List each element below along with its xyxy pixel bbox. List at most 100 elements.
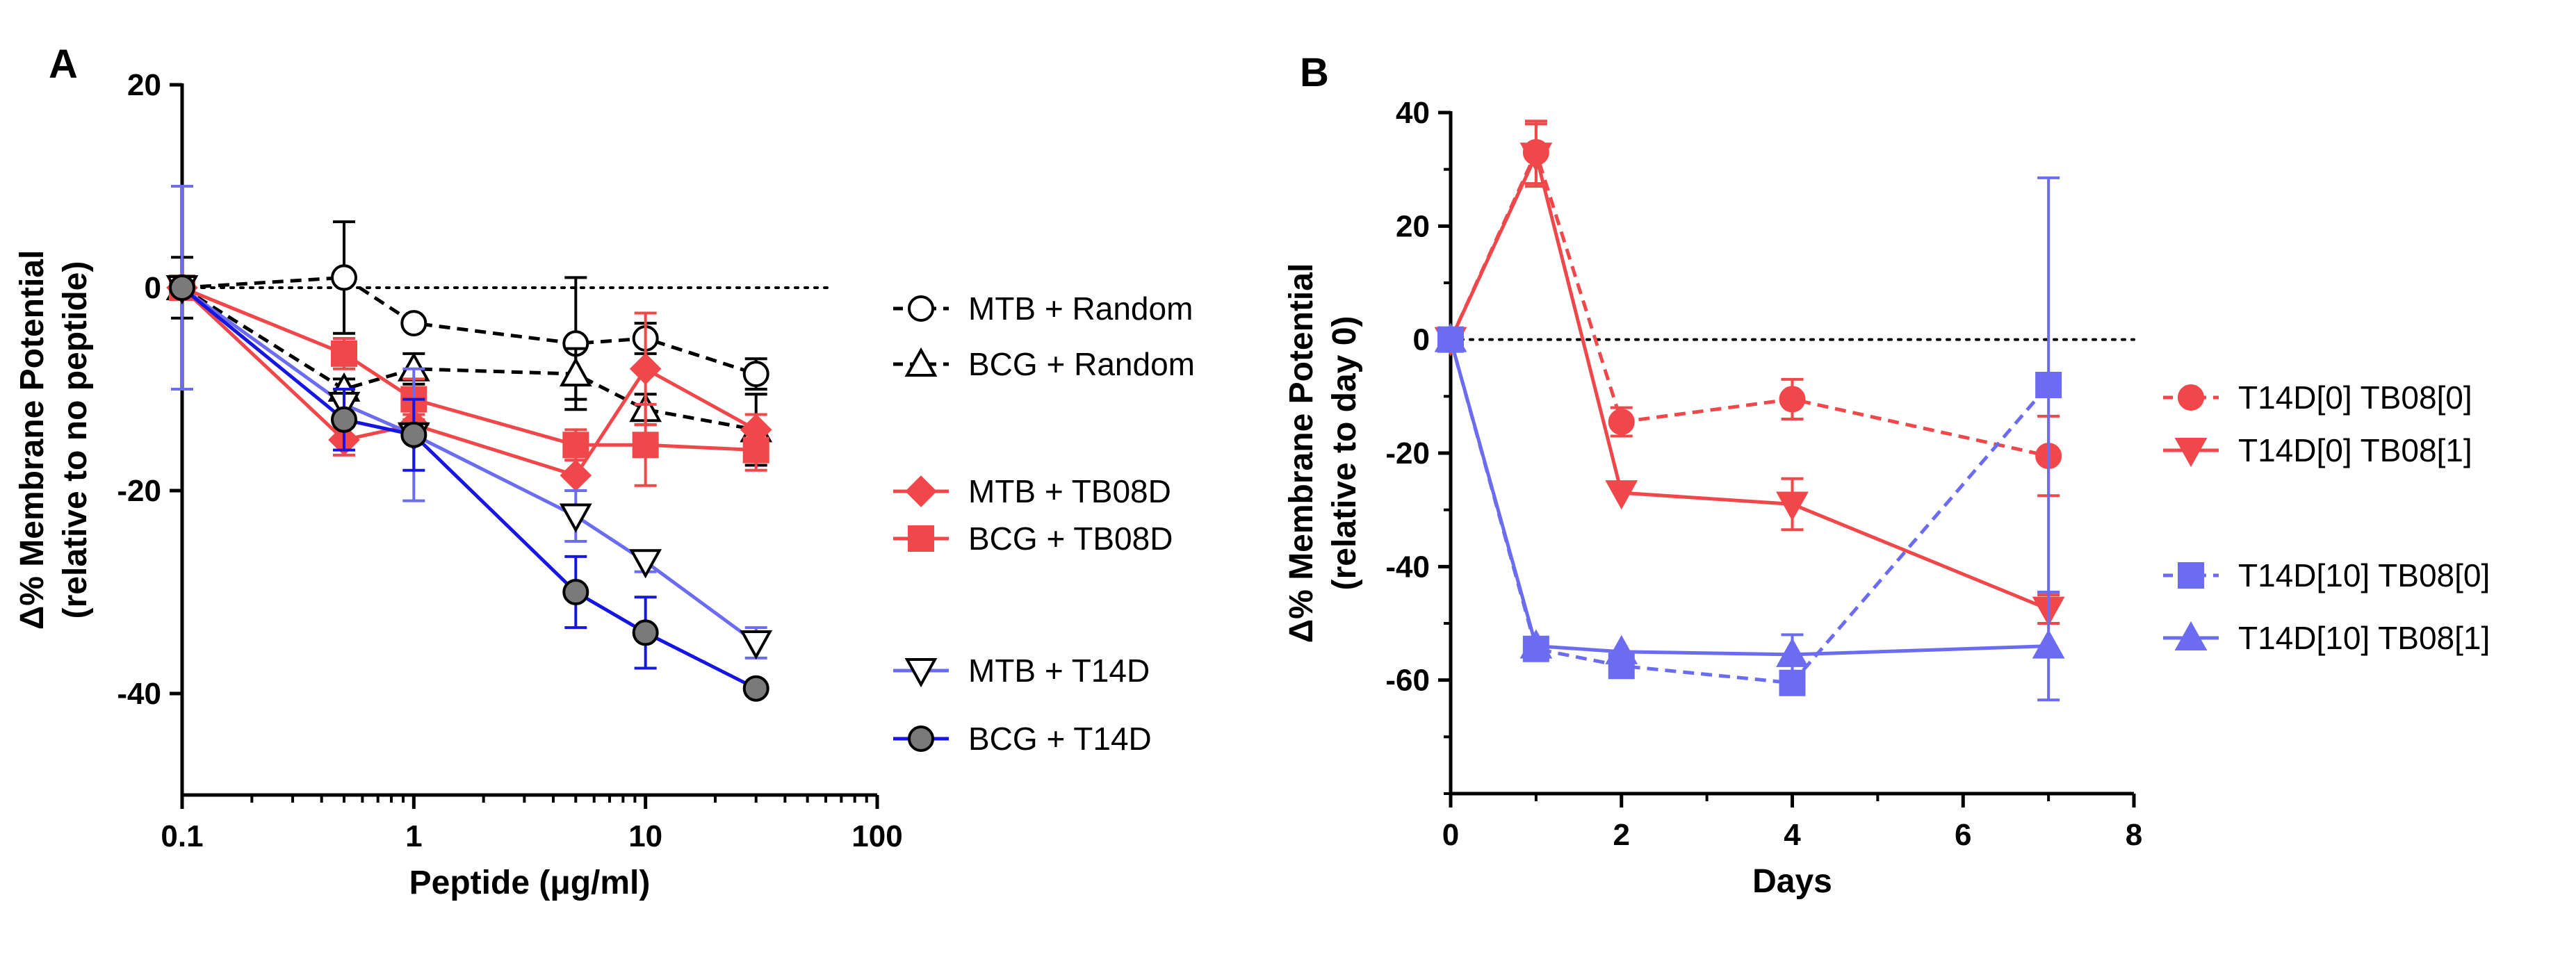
series-bcg-t14d bbox=[169, 274, 769, 702]
legend-marker bbox=[905, 475, 937, 507]
legend-label: BCG + T14D bbox=[968, 721, 1152, 757]
legend-label: T14D[0] TB08[0] bbox=[2238, 379, 2472, 416]
data-point bbox=[559, 503, 592, 533]
y-axis-title-line2: (relative to no peptide) bbox=[57, 261, 94, 619]
y-tick-label: -60 bbox=[1385, 664, 1430, 698]
x-tick-label: 0.1 bbox=[161, 819, 203, 853]
data-point bbox=[1605, 634, 1638, 664]
y-tick-label: 0 bbox=[145, 271, 161, 305]
data-point bbox=[1608, 409, 1635, 436]
data-point bbox=[742, 436, 769, 464]
series-t14d-0-tb08-1- bbox=[1434, 122, 2065, 626]
series-line bbox=[181, 286, 757, 478]
legend-label: BCG + TB08D bbox=[968, 521, 1173, 557]
data-point bbox=[330, 406, 357, 433]
series-mtb-random bbox=[169, 220, 769, 411]
x-axis-title: Peptide (μg/ml) bbox=[409, 864, 651, 901]
data-point bbox=[560, 459, 592, 491]
legend-label: T14D[10] TB08[0] bbox=[2238, 557, 2490, 593]
x-tick-label: 0 bbox=[1442, 818, 1459, 852]
data-point bbox=[1605, 480, 1638, 510]
series-line bbox=[181, 286, 758, 645]
y-tick-label: -20 bbox=[1385, 436, 1430, 470]
legend-entry: T14D[10] TB08[1] bbox=[2163, 620, 2490, 656]
x-tick-label: 2 bbox=[1613, 818, 1630, 852]
legend-marker bbox=[908, 525, 934, 552]
series-line bbox=[181, 286, 756, 452]
y-tick-label: -40 bbox=[117, 677, 161, 711]
y-tick-label: 40 bbox=[1396, 96, 1430, 130]
x-tick-label: 8 bbox=[2126, 818, 2142, 852]
data-point bbox=[740, 630, 773, 660]
series-bcg-tb08d bbox=[169, 274, 769, 487]
data-point bbox=[559, 356, 592, 387]
series-line bbox=[181, 275, 757, 376]
y-tick-label: 20 bbox=[1396, 209, 1430, 243]
legend-label: T14D[0] TB08[1] bbox=[2238, 432, 2472, 468]
series-line bbox=[1449, 338, 2049, 657]
data-point bbox=[742, 361, 769, 388]
x-tick-label: 1 bbox=[405, 819, 422, 853]
data-point bbox=[562, 579, 589, 605]
data-point bbox=[330, 340, 357, 367]
data-point bbox=[169, 274, 195, 301]
legend-marker bbox=[2178, 562, 2204, 589]
data-point bbox=[629, 352, 662, 385]
legend-entry: BCG + TB08D bbox=[893, 521, 1173, 557]
series-bcg-random bbox=[165, 270, 773, 467]
legend-entry: MTB + Random bbox=[893, 290, 1193, 327]
data-point bbox=[1434, 322, 1467, 352]
series-t14d-10-tb08-1- bbox=[1434, 322, 2065, 702]
series-line bbox=[1449, 339, 2051, 685]
series-line bbox=[1449, 149, 2050, 611]
data-point bbox=[632, 432, 659, 459]
panel-b: B 40 20 0 -20 -40 -60 0 2 4 6 8 Days Δ% Membrane Pote… bbox=[1283, 50, 2490, 900]
series-line bbox=[181, 286, 757, 432]
y-axis-title-line1: Δ% Membrane Potential bbox=[14, 250, 51, 630]
x-tick-label: 10 bbox=[628, 819, 662, 853]
y-axis-title-line2: (relative to day 0) bbox=[1326, 316, 1363, 591]
series-mtb-tb08d bbox=[166, 272, 772, 492]
x-tick-label: 4 bbox=[1784, 818, 1801, 852]
y-tick-label: -20 bbox=[117, 474, 161, 508]
legend-marker bbox=[908, 295, 934, 322]
legend-marker bbox=[908, 726, 934, 752]
series-mtb-t14d bbox=[165, 185, 773, 660]
data-point bbox=[562, 432, 589, 459]
data-point bbox=[742, 675, 769, 702]
panel-letter: B bbox=[1300, 50, 1329, 95]
legend-label: MTB + Random bbox=[968, 290, 1193, 327]
legend-label: MTB + T14D bbox=[968, 653, 1150, 689]
legend-entry: T14D[0] TB08[0] bbox=[2163, 379, 2472, 416]
data-point bbox=[400, 421, 427, 448]
legend-marker bbox=[2178, 384, 2204, 411]
y-tick-label: 0 bbox=[1413, 323, 1430, 357]
y-tick-label: 20 bbox=[127, 68, 161, 102]
legend-entry: MTB + T14D bbox=[893, 653, 1150, 689]
legend-entry: BCG + T14D bbox=[893, 721, 1152, 757]
legend-label: T14D[10] TB08[1] bbox=[2238, 620, 2490, 656]
panel-letter: A bbox=[49, 42, 78, 87]
x-tick-label: 6 bbox=[1955, 818, 1971, 852]
data-point bbox=[400, 310, 427, 337]
data-point bbox=[632, 619, 659, 646]
x-axis-title: Days bbox=[1752, 863, 1832, 900]
legend-marker bbox=[2174, 438, 2208, 468]
x-tick-label: 100 bbox=[851, 819, 902, 853]
data-point bbox=[2035, 372, 2062, 398]
series-t14d-0-tb08-0- bbox=[1437, 120, 2062, 498]
data-point bbox=[1779, 386, 1806, 413]
data-point bbox=[2032, 629, 2065, 659]
data-point bbox=[1776, 637, 1809, 667]
panel-a: A 20 0 -20 -40 0.1 1 10 100 Peptide (μg/ml) Δ% Mem… bbox=[14, 42, 1195, 901]
legend-marker bbox=[904, 347, 938, 377]
legend-label: BCG + Random bbox=[968, 346, 1195, 382]
data-point bbox=[629, 549, 662, 579]
legend-marker bbox=[904, 658, 938, 688]
series-line bbox=[181, 286, 757, 690]
data-point bbox=[1519, 142, 1553, 172]
data-point bbox=[1519, 629, 1553, 659]
series-line bbox=[1449, 147, 2049, 458]
y-axis-title-line1: Δ% Membrane Potential bbox=[1283, 263, 1320, 644]
